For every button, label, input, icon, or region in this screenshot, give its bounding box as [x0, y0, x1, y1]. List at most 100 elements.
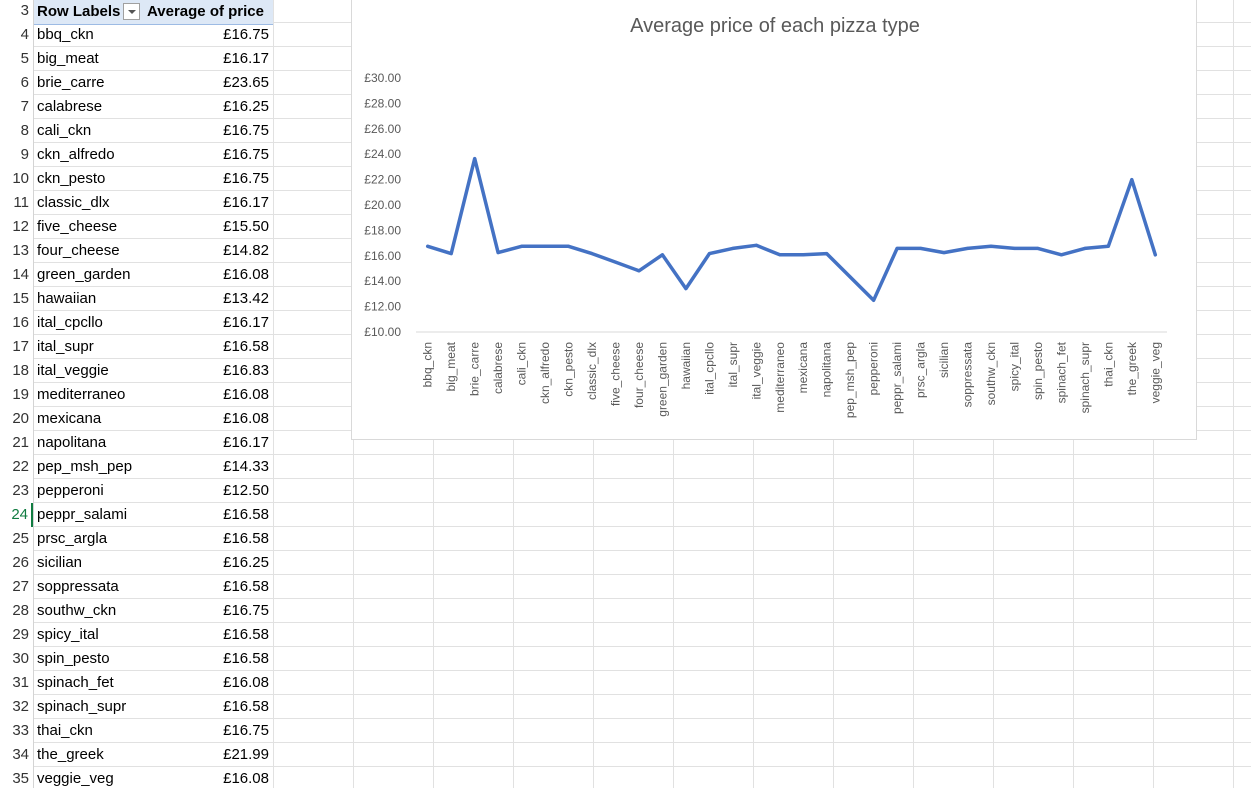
pivot-row-label[interactable]: thai_ckn: [37, 722, 93, 739]
row-header-30[interactable]: 30: [12, 650, 29, 667]
pivot-row[interactable]: veggie_veg £16.08: [33, 767, 273, 788]
row-header-18[interactable]: 18: [12, 362, 29, 379]
pivot-row[interactable]: mexicana £16.08: [33, 407, 273, 431]
data-point[interactable]: [1083, 246, 1087, 250]
data-point[interactable]: [801, 253, 805, 257]
data-point[interactable]: [543, 244, 547, 248]
pivot-row[interactable]: soppressata £16.58: [33, 575, 273, 599]
row-header-29[interactable]: 29: [12, 626, 29, 643]
pivot-row[interactable]: hawaiian £13.42: [33, 287, 273, 311]
pivot-row-label[interactable]: sicilian: [37, 554, 83, 571]
pivot-row-label[interactable]: spinach_supr: [37, 698, 127, 715]
pivot-row-value[interactable]: £13.42: [223, 290, 269, 307]
data-point[interactable]: [1036, 246, 1040, 250]
row-header-20[interactable]: 20: [12, 410, 29, 427]
pivot-row[interactable]: four_cheese £14.82: [33, 239, 273, 263]
pivot-row-label[interactable]: brie_carre: [37, 74, 105, 91]
row-header-7[interactable]: 7: [20, 98, 29, 115]
pivot-row-label[interactable]: ital_veggie: [37, 362, 109, 379]
data-point[interactable]: [426, 244, 430, 248]
row-header-16[interactable]: 16: [12, 314, 29, 331]
pivot-row-value[interactable]: £16.08: [223, 674, 269, 691]
pivot-row-value[interactable]: £16.58: [223, 506, 269, 523]
pivot-row[interactable]: ital_veggie £16.83: [33, 359, 273, 383]
pivot-row-value[interactable]: £21.99: [223, 746, 269, 763]
row-header-35[interactable]: 35: [12, 770, 29, 787]
row-header-25[interactable]: 25: [12, 530, 29, 547]
pivot-row[interactable]: prsc_argla £16.58: [33, 527, 273, 551]
pivot-row[interactable]: brie_carre £23.65: [33, 71, 273, 95]
pivot-row-label[interactable]: prsc_argla: [37, 530, 108, 547]
data-point[interactable]: [778, 253, 782, 257]
row-header-10[interactable]: 10: [12, 170, 29, 187]
data-point[interactable]: [707, 252, 711, 256]
data-point[interactable]: [684, 287, 688, 291]
pivot-row-label[interactable]: southw_ckn: [37, 602, 117, 619]
pivot-row-value[interactable]: £16.58: [223, 338, 269, 355]
pivot-row-value[interactable]: £23.65: [223, 74, 269, 91]
row-header-34[interactable]: 34: [12, 746, 29, 763]
data-point[interactable]: [731, 246, 735, 250]
pivot-row-value[interactable]: £16.58: [223, 578, 269, 595]
pivot-row-label[interactable]: spinach_fet: [37, 674, 114, 691]
data-point[interactable]: [872, 298, 876, 302]
row-header-23[interactable]: 23: [12, 482, 29, 499]
pivot-row[interactable]: green_garden £16.08: [33, 263, 273, 287]
row-header-21[interactable]: 21: [12, 434, 29, 451]
pivot-row[interactable]: pep_msh_pep £14.33: [33, 455, 273, 479]
pivot-row-label[interactable]: big_meat: [37, 50, 99, 67]
pivot-row-value[interactable]: £16.58: [223, 530, 269, 547]
row-header-9[interactable]: 9: [20, 146, 29, 163]
pivot-row-value[interactable]: £16.83: [223, 362, 269, 379]
pivot-row-label[interactable]: spicy_ital: [37, 626, 99, 643]
data-point[interactable]: [966, 246, 970, 250]
data-point[interactable]: [895, 246, 899, 250]
pivot-row-value[interactable]: £16.25: [223, 98, 269, 115]
pivot-row-value[interactable]: £16.17: [223, 50, 269, 67]
pivot-row-value[interactable]: £16.58: [223, 626, 269, 643]
pivot-row-value[interactable]: £16.08: [223, 770, 269, 787]
pivot-row-label[interactable]: the_greek: [37, 746, 104, 763]
row-header-26[interactable]: 26: [12, 554, 29, 571]
pivot-row-label[interactable]: veggie_veg: [37, 770, 114, 787]
pivot-row-value[interactable]: £16.08: [223, 410, 269, 427]
row-header-6[interactable]: 6: [20, 74, 29, 91]
data-point[interactable]: [848, 275, 852, 279]
pivot-row[interactable]: ckn_alfredo £16.75: [33, 143, 273, 167]
pivot-row[interactable]: spin_pesto £16.58: [33, 647, 273, 671]
pivot-row-label[interactable]: five_cheese: [37, 218, 118, 235]
pivot-row-value[interactable]: £15.50: [223, 218, 269, 235]
pivot-row[interactable]: cali_ckn £16.75: [33, 119, 273, 143]
pivot-row[interactable]: ckn_pesto £16.75: [33, 167, 273, 191]
pivot-row-label[interactable]: pep_msh_pep: [37, 458, 133, 475]
pivot-row-label[interactable]: green_garden: [37, 266, 131, 283]
pivot-row-label[interactable]: peppr_salami: [37, 506, 128, 523]
row-header-31[interactable]: 31: [12, 674, 29, 691]
row-header-12[interactable]: 12: [12, 218, 29, 235]
data-point[interactable]: [1012, 246, 1016, 250]
pivot-row-label[interactable]: ckn_alfredo: [37, 146, 115, 163]
pivot-row-label[interactable]: mexicana: [37, 410, 102, 427]
line-chart[interactable]: Average price of each pizza type £10.00 £…: [351, 0, 1197, 440]
pivot-row-value[interactable]: £16.58: [223, 650, 269, 667]
pivot-row[interactable]: spinach_fet £16.08: [33, 671, 273, 695]
pivot-row-label[interactable]: ckn_pesto: [37, 170, 106, 187]
row-header-14[interactable]: 14: [12, 266, 29, 283]
pivot-row[interactable]: spinach_supr £16.58: [33, 695, 273, 719]
pivot-row[interactable]: pepperoni £12.50: [33, 479, 273, 503]
pivot-row[interactable]: spicy_ital £16.58: [33, 623, 273, 647]
data-point[interactable]: [919, 246, 923, 250]
pivot-row-value[interactable]: £16.08: [223, 266, 269, 283]
data-point[interactable]: [1153, 253, 1157, 257]
pivot-row[interactable]: ital_supr £16.58: [33, 335, 273, 359]
pivot-row[interactable]: the_greek £21.99: [33, 743, 273, 767]
row-header-33[interactable]: 33: [12, 722, 29, 739]
row-header-5[interactable]: 5: [20, 50, 29, 67]
pivot-row-value[interactable]: £16.17: [223, 194, 269, 211]
pivot-row-label[interactable]: ital_cpcllo: [37, 314, 103, 331]
data-point[interactable]: [1106, 244, 1110, 248]
pivot-row-label[interactable]: four_cheese: [37, 242, 120, 259]
row-header-24[interactable]: 24: [0, 503, 33, 527]
data-point[interactable]: [520, 244, 524, 248]
row-header-8[interactable]: 8: [20, 122, 29, 139]
